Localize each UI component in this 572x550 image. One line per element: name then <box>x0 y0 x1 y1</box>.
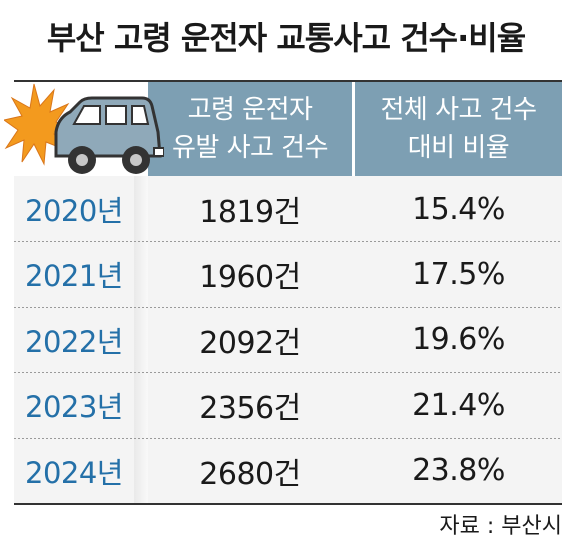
car-wheel-hub-icon <box>76 154 88 166</box>
year-cell: 2020년 <box>25 194 123 228</box>
row-separator <box>14 437 562 439</box>
row-separator <box>14 241 562 243</box>
year-cell: 2021년 <box>25 259 123 294</box>
count-cell: 2680건 <box>199 456 301 492</box>
rate-cell: 23.8% <box>412 453 505 489</box>
row-separator <box>14 372 562 374</box>
year-cell: 2024년 <box>25 455 123 490</box>
column-header-rate: 전체 사고 건수 대비 비율 <box>380 95 537 163</box>
count-cell: 2356건 <box>199 391 301 427</box>
car-bumper-icon <box>153 147 164 157</box>
car-window-icon <box>131 105 150 125</box>
row-separator <box>14 306 562 308</box>
car-wheel-hub-icon <box>130 154 142 166</box>
rate-cell: 15.4% <box>412 191 505 227</box>
table-header <box>148 82 562 176</box>
count-cell: 2092건 <box>199 325 301 361</box>
table-bottom-rule <box>14 503 562 505</box>
chart-title: 부산 고령 운전자 교통사고 건수·비율 <box>46 19 526 57</box>
rate-cell: 21.4% <box>412 387 505 423</box>
car-window-icon <box>72 105 101 125</box>
car-crash-icon <box>4 83 164 174</box>
column-divider <box>134 176 148 503</box>
car-window-icon <box>105 105 127 125</box>
count-cell: 1960건 <box>199 260 301 296</box>
column-header-count: 고령 운전자 유발 사고 건수 <box>171 95 329 163</box>
rate-cell: 17.5% <box>412 256 505 292</box>
year-column <box>14 176 134 503</box>
count-cell: 1819건 <box>199 195 301 230</box>
source-note: 자료 : 부산시 <box>439 514 562 539</box>
year-cell: 2023년 <box>25 390 123 425</box>
year-cell: 2022년 <box>25 324 123 359</box>
header-divider <box>352 82 355 176</box>
title-divider <box>14 80 562 82</box>
rate-cell: 19.6% <box>412 322 505 358</box>
